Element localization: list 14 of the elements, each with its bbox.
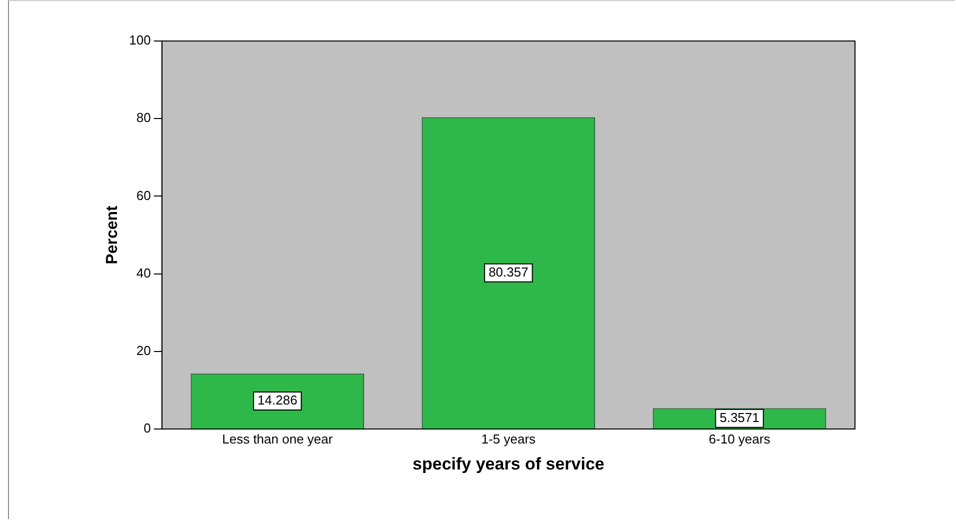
- data-label: 5.3571: [720, 410, 760, 425]
- y-axis-title: Percent: [104, 204, 122, 264]
- y-tick-label: 60: [136, 188, 151, 203]
- data-label: 80.357: [488, 264, 528, 280]
- y-tick-label: 40: [136, 265, 151, 280]
- x-axis-title: specify years of service: [412, 454, 604, 474]
- data-label: 14.286: [258, 392, 298, 408]
- y-tick-label: 20: [136, 342, 151, 358]
- y-tick-label: 0: [144, 420, 151, 436]
- x-tick-label: 6-10 years: [708, 431, 771, 446]
- y-tick-label: 80: [136, 110, 151, 126]
- x-tick-label: 1-5 years: [481, 431, 536, 446]
- x-tick-label: Less than one year: [222, 431, 334, 446]
- y-tick-label: 100: [129, 32, 151, 48]
